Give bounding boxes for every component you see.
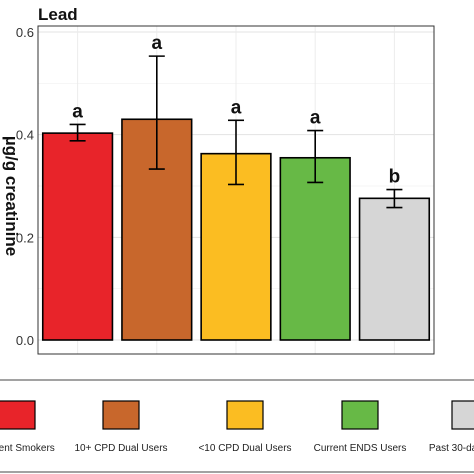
chart-title: Lead [38, 5, 78, 24]
legend-label-2: <10 CPD Dual Users [198, 443, 291, 454]
significance-label-3: a [310, 108, 321, 129]
legend-label-4: Past 30-day Users [429, 443, 474, 454]
legend-swatch-2 [226, 400, 264, 430]
y-tick-label: 0.2 [16, 230, 34, 245]
y-tick-label: 0.0 [16, 333, 34, 348]
y-tick-label: 0.4 [16, 128, 34, 143]
plot-area: 0.0 0.2 0.4 0.6 a a a a b [16, 25, 435, 355]
bar-3 [279, 156, 351, 341]
bar-0 [41, 132, 114, 341]
legend-swatch-1 [102, 400, 140, 430]
legend-swatch-0 [0, 400, 36, 430]
plot-border [37, 25, 435, 355]
legend-label-1: 10+ CPD Dual Users [74, 443, 167, 454]
bar-4 [358, 197, 431, 341]
legend-label-0: Current Smokers [0, 443, 55, 454]
legend-swatch-4 [451, 400, 474, 430]
y-axis-label: µg/g creatinine [2, 136, 21, 256]
significance-label-0: a [72, 101, 83, 122]
significance-label-1: a [152, 33, 163, 54]
y-tick-label: 0.6 [16, 25, 34, 40]
legend-swatch-3 [341, 400, 379, 430]
legend: Current Smokers 10+ CPD Dual Users <10 CPD… [0, 379, 474, 473]
significance-label-4: b [389, 167, 401, 188]
significance-label-2: a [231, 97, 242, 118]
legend-label-3: Current ENDS Users [314, 443, 407, 454]
